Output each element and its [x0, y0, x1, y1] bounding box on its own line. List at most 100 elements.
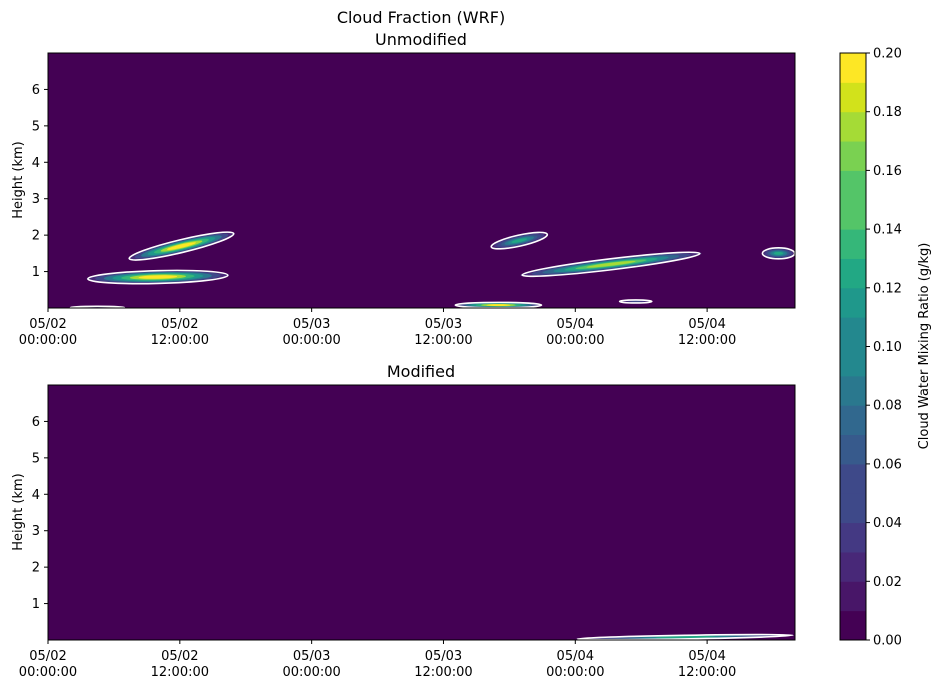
colorbar-band	[840, 346, 866, 377]
y-tick-label: 6	[32, 83, 40, 98]
x-tick-label: 05/02 12:00:00	[151, 649, 209, 680]
panel-subtitle-unmodified: Unmodified	[375, 30, 467, 49]
colorbar-band	[840, 551, 866, 582]
cloud-feature	[575, 633, 795, 640]
colorbar-band	[840, 111, 866, 142]
cloud-contour	[618, 299, 653, 304]
colorbar-band	[840, 463, 866, 494]
cloud-contour	[128, 231, 235, 261]
colorbar-label: Cloud Water Mixing Ratio (g/kg)	[917, 243, 932, 450]
x-tick-label: 05/02 00:00:00	[19, 649, 77, 680]
x-tick-label: 05/04 00:00:00	[546, 317, 604, 348]
cloud-field-modified	[575, 633, 795, 640]
colorbar-band	[840, 434, 866, 465]
x-tick-label: 05/03 12:00:00	[414, 649, 472, 680]
colorbar-ticks: 0.00 0.02 0.04 0.06 0.08 0.10 0.12 0.14 0.16 0.18…	[866, 47, 902, 649]
x-axis-modified: 05/02 00:00:00 05/02 12:00:00 05/03 00:00:00 0…	[19, 640, 736, 680]
cloud-level	[511, 238, 527, 243]
y-axis-modified: 1 2 3 4 5 6	[32, 415, 48, 612]
colorbar-tick-label: 0.02	[873, 575, 902, 590]
colorbar-band	[840, 287, 866, 318]
colorbar-band	[840, 317, 866, 347]
colorbar-band	[840, 258, 866, 289]
colorbar-bands	[840, 53, 866, 641]
cloud-field-unmodified	[69, 231, 795, 308]
cloud-contour	[576, 633, 794, 640]
cloud-feature	[490, 231, 549, 250]
y-tick-label: 1	[32, 265, 40, 280]
colorbar-tick-label: 0.00	[873, 634, 902, 649]
cloud-level	[586, 260, 636, 268]
colorbar-band	[840, 53, 866, 83]
colorbar-tick-label: 0.08	[873, 399, 902, 414]
panel-modified: Modified 1 2 3 4 5 6 05/02 00:00:00 05/02 12:00:…	[11, 362, 796, 680]
panel-unmodified: Unmodified 1 2 3 4 5 6 05/02 00:00:00 05/02 12:0…	[11, 30, 796, 348]
y-tick-label: 5	[32, 451, 40, 466]
colorbar-band	[840, 141, 866, 171]
x-tick-label: 05/02 12:00:00	[151, 317, 209, 348]
x-tick-label: 05/04 00:00:00	[546, 649, 604, 680]
x-tick-label: 05/03 00:00:00	[282, 317, 340, 348]
plot-frame-unmodified	[47, 52, 796, 309]
y-tick-label: 4	[32, 156, 40, 171]
x-tick-label: 05/03 12:00:00	[414, 317, 472, 348]
colorbar-band	[840, 610, 866, 641]
cloud-contour	[69, 305, 126, 308]
figure-title: Cloud Fraction (WRF)	[337, 8, 505, 27]
colorbar-band	[840, 170, 866, 201]
x-axis-unmodified: 05/02 00:00:00 05/02 12:00:00 05/03 00:00:00 0…	[19, 308, 736, 348]
cloud-level	[138, 275, 178, 279]
panel-subtitle-modified: Modified	[387, 362, 455, 381]
colorbar: 0.00 0.02 0.04 0.06 0.08 0.10 0.12 0.14 0.16 0.18…	[839, 47, 932, 649]
plot-area-modified	[48, 385, 795, 640]
x-tick-label: 05/04 12:00:00	[678, 649, 736, 680]
colorbar-band	[840, 405, 866, 436]
colorbar-tick-label: 0.16	[873, 164, 902, 179]
y-tick-label: 2	[32, 561, 40, 576]
colorbar-tick-label: 0.04	[873, 516, 902, 531]
x-tick-label: 05/04 12:00:00	[678, 317, 736, 348]
cloud-level	[166, 242, 196, 250]
cloud-level	[631, 300, 641, 303]
cloud-feature	[86, 269, 230, 285]
colorbar-band	[840, 493, 866, 524]
colorbar-band	[840, 199, 866, 230]
colorbar-tick-label: 0.14	[873, 223, 902, 238]
cloud-level	[655, 635, 715, 639]
plot-area-unmodified	[48, 53, 795, 308]
y-tick-label: 2	[32, 229, 40, 244]
cloud-level	[774, 251, 784, 255]
colorbar-band	[840, 522, 866, 553]
cloud-level	[486, 304, 511, 307]
cloud-contour	[521, 251, 701, 278]
colorbar-band	[840, 82, 866, 113]
colorbar-tick-label: 0.18	[873, 105, 902, 120]
y-tick-label: 3	[32, 192, 40, 207]
y-tick-label: 1	[32, 597, 40, 612]
cloud-contour	[87, 269, 229, 285]
x-tick-label: 05/02 00:00:00	[19, 317, 77, 348]
colorbar-tick-label: 0.12	[873, 281, 902, 296]
colorbar-band	[840, 229, 866, 259]
cloud-feature	[128, 231, 235, 261]
plot-frame-modified	[47, 384, 796, 641]
y-axis-label-modified: Height (km)	[11, 473, 26, 550]
colorbar-tick-label: 0.06	[873, 457, 902, 472]
y-axis-label-unmodified: Height (km)	[11, 141, 26, 218]
y-tick-label: 4	[32, 488, 40, 503]
y-tick-label: 6	[32, 415, 40, 430]
cloud-contour	[490, 231, 549, 250]
cloud-feature	[761, 247, 795, 260]
cloud-feature	[454, 301, 543, 308]
y-tick-label: 3	[32, 524, 40, 539]
y-axis-unmodified: 1 2 3 4 5 6	[32, 83, 48, 280]
colorbar-tick-label: 0.20	[873, 47, 902, 62]
y-tick-label: 5	[32, 119, 40, 134]
x-tick-label: 05/03 00:00:00	[282, 649, 340, 680]
colorbar-band	[840, 581, 866, 612]
colorbar-band	[840, 375, 866, 406]
colorbar-tick-label: 0.10	[873, 340, 902, 355]
cloud-feature	[618, 299, 653, 304]
cloud-feature	[520, 251, 702, 278]
